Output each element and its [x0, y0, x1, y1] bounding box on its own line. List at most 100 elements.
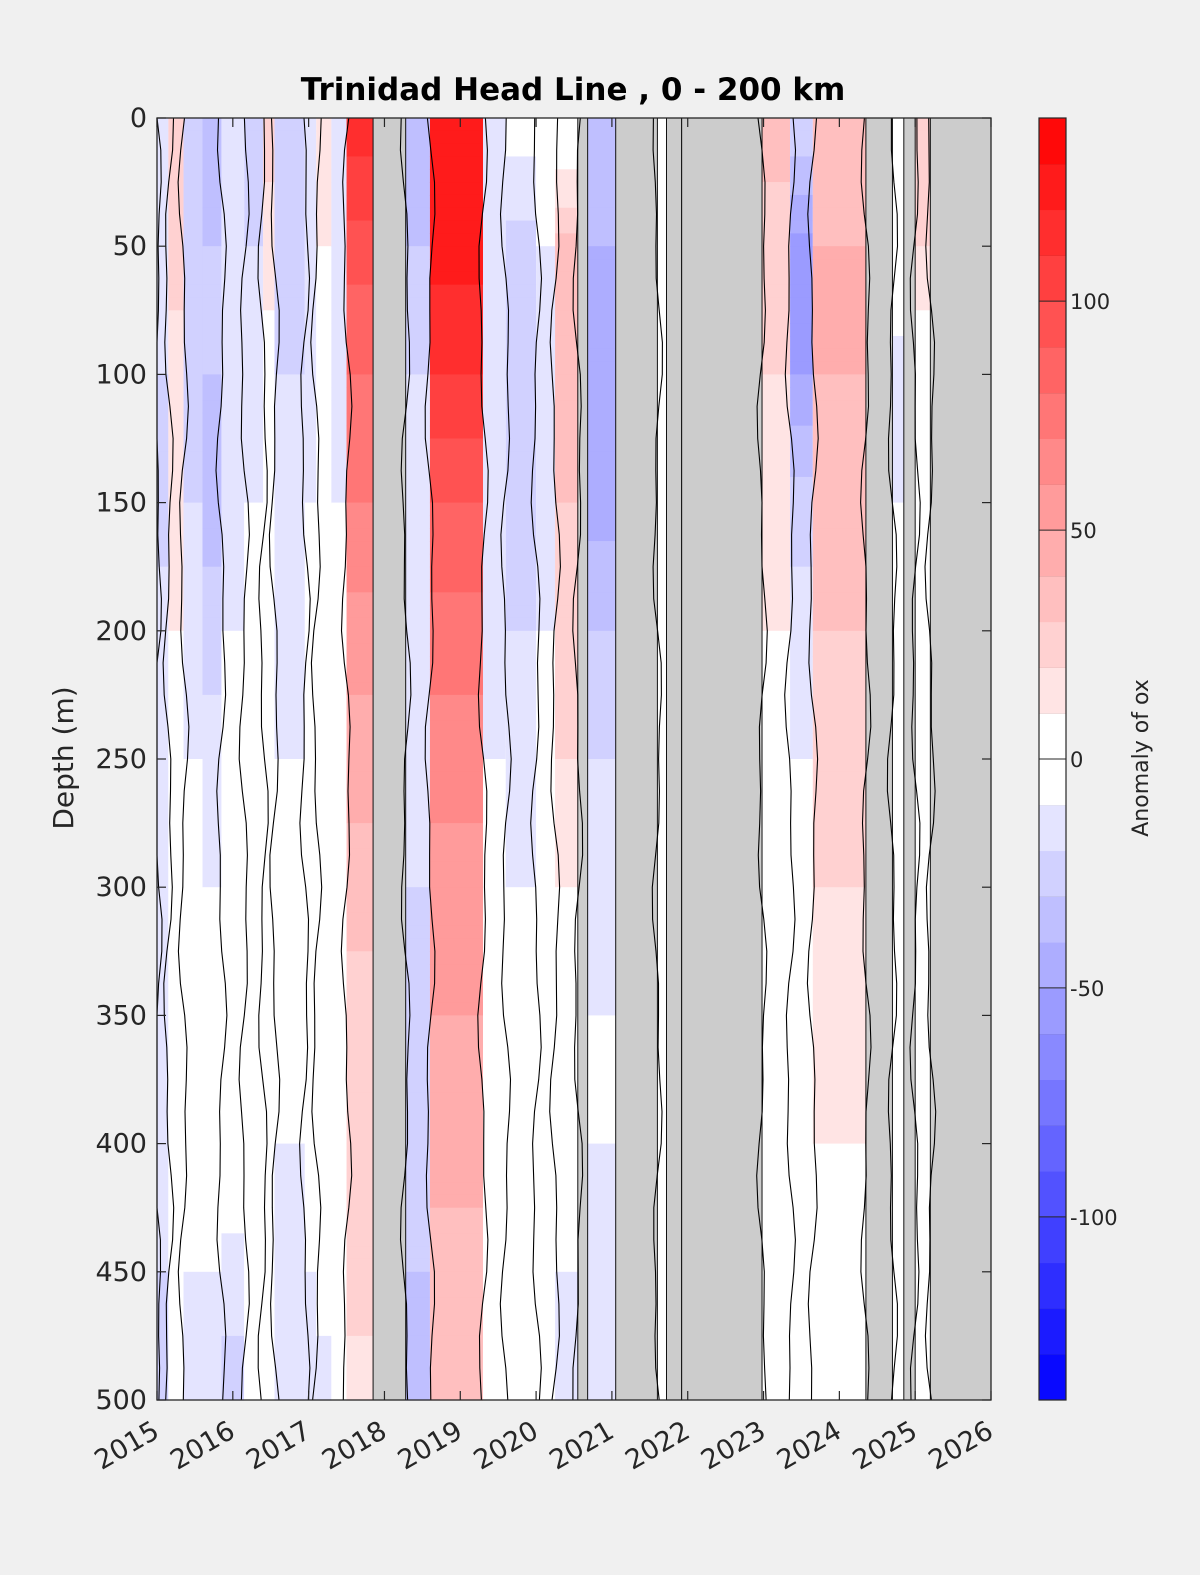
heatmap-cell — [244, 1015, 264, 1029]
heatmap-cell — [202, 733, 222, 747]
heatmap-cell — [587, 771, 616, 786]
heatmap-cell — [812, 989, 866, 1004]
heatmap-cell — [221, 438, 245, 452]
heatmap-cell — [915, 1117, 931, 1132]
heatmap-cell — [536, 1361, 556, 1375]
heatmap-cell — [812, 1015, 866, 1029]
heatmap-cell — [274, 310, 305, 324]
heatmap-cell — [202, 682, 222, 696]
heatmap-cell — [405, 1041, 430, 1055]
heatmap-cell — [555, 246, 578, 260]
heatmap-cell — [183, 669, 203, 683]
heatmap-cell — [221, 630, 245, 645]
heatmap-cell — [790, 246, 813, 260]
heatmap-cell — [263, 1271, 275, 1286]
heatmap-cell — [221, 1258, 245, 1273]
heatmap-cell — [429, 438, 484, 452]
heatmap-cell — [405, 348, 430, 363]
heatmap-cell — [915, 784, 931, 799]
heatmap-cell — [790, 1233, 813, 1247]
heatmap-cell — [202, 1130, 222, 1145]
heatmap-cell — [221, 1246, 245, 1260]
heatmap-cell — [790, 900, 813, 914]
y-tick-label: 300 — [95, 872, 147, 903]
heatmap-cell — [429, 1271, 484, 1286]
heatmap-cell — [555, 284, 578, 299]
heatmap-cell — [316, 682, 332, 696]
zero-contour — [257, 117, 269, 1401]
heatmap-cell — [892, 605, 904, 619]
heatmap-cell — [657, 169, 667, 183]
heatmap-cell — [429, 579, 484, 593]
heatmap-cell — [657, 823, 667, 837]
heatmap-cell — [244, 464, 264, 478]
heatmap-cell — [892, 156, 904, 170]
heatmap-cell — [405, 1015, 430, 1029]
heatmap-cell — [587, 310, 616, 324]
heatmap-cell — [587, 1335, 616, 1350]
heatmap-cell — [168, 1066, 184, 1081]
heatmap-cell — [316, 733, 332, 747]
heatmap-cell — [762, 464, 791, 478]
heatmap-cell — [812, 1092, 866, 1106]
heatmap-cell — [405, 682, 430, 696]
heatmap-cell — [587, 1066, 616, 1081]
heatmap-cell — [202, 1271, 222, 1286]
heatmap-cell — [812, 502, 866, 517]
heatmap-cell — [346, 438, 374, 452]
heatmap-cell — [790, 759, 813, 773]
heatmap-cell — [505, 1387, 537, 1401]
heatmap-cell — [346, 310, 374, 324]
heatmap-cell — [304, 246, 317, 260]
heatmap-cell — [157, 720, 169, 734]
heatmap-cell — [657, 1169, 667, 1183]
heatmap-cell — [812, 835, 866, 850]
heatmap-cell — [892, 1310, 904, 1324]
heatmap-cell — [316, 835, 332, 850]
heatmap-cell — [183, 1207, 203, 1222]
heatmap-cell — [762, 348, 791, 363]
heatmap-cell — [304, 1271, 317, 1286]
heatmap-cell — [405, 1361, 430, 1375]
heatmap-cell — [587, 541, 616, 555]
heatmap-cell — [429, 669, 484, 683]
heatmap-cell — [331, 451, 347, 465]
heatmap-cell — [657, 694, 667, 709]
heatmap-cell — [657, 1246, 667, 1260]
heatmap-cell — [555, 694, 578, 709]
heatmap-cell — [202, 1156, 222, 1170]
heatmap-cell — [915, 694, 931, 709]
data-column — [157, 118, 169, 1401]
heatmap-cell — [263, 823, 275, 837]
heatmap-cell — [790, 182, 813, 196]
heatmap-cell — [331, 720, 347, 734]
heatmap-cell — [168, 707, 184, 722]
heatmap-cell — [183, 1117, 203, 1132]
heatmap-cell — [429, 925, 484, 940]
heatmap-cell — [346, 156, 374, 170]
heatmap-cell — [812, 323, 866, 337]
heatmap-cell — [915, 835, 931, 850]
heatmap-cell — [263, 220, 275, 234]
heatmap-cell — [505, 361, 537, 375]
heatmap-cell — [157, 605, 169, 619]
colorbar-segment — [1039, 346, 1066, 394]
heatmap-cell — [587, 1310, 616, 1324]
heatmap-cell — [536, 284, 556, 299]
heatmap-cell — [331, 1361, 347, 1375]
heatmap-cell — [587, 233, 616, 247]
heatmap-cell — [762, 733, 791, 747]
heatmap-cell — [505, 541, 537, 555]
heatmap-cell — [790, 297, 813, 311]
heatmap-cell — [346, 553, 374, 568]
heatmap-cell — [790, 848, 813, 863]
heatmap-cell — [483, 541, 506, 555]
heatmap-cell — [657, 797, 667, 811]
heatmap-cell — [587, 1169, 616, 1183]
heatmap-cell — [304, 874, 317, 888]
heatmap-cell — [304, 476, 317, 491]
heatmap-cell — [244, 1028, 264, 1042]
heatmap-cell — [915, 989, 931, 1004]
heatmap-cell — [244, 912, 264, 927]
heatmap-cell — [505, 374, 537, 388]
